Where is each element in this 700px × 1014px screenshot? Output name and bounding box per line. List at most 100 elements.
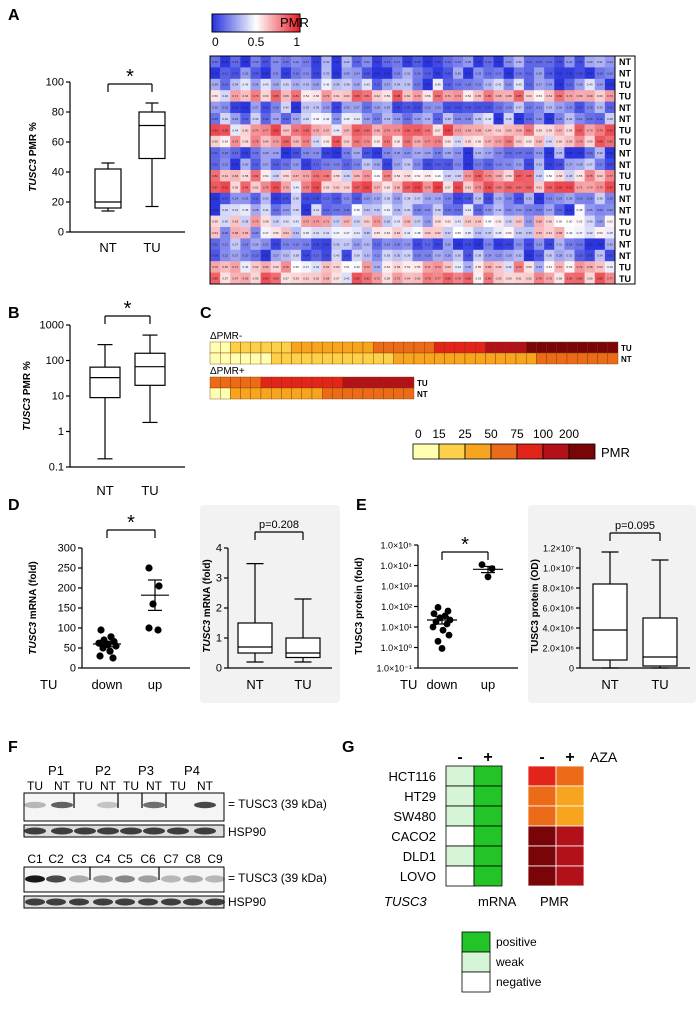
heatmap-row-label: TU xyxy=(619,91,631,101)
heatmap-cell-value: 0.34 xyxy=(232,83,238,87)
heatmap-cell xyxy=(361,124,373,137)
heatmap-cell xyxy=(412,227,423,239)
cell-line-name: HT29 xyxy=(404,789,436,804)
heatmap-cell-value: 0.85 xyxy=(445,277,451,281)
heatmap-cell xyxy=(483,204,494,216)
heatmap-cell xyxy=(554,90,565,102)
heatmap-cell-value: 0.55 xyxy=(475,265,481,269)
heatmap-cell-value: 0.11 xyxy=(243,117,249,121)
heatmap-cell xyxy=(574,147,585,159)
heatmap-cell xyxy=(270,90,282,102)
heatmap-cell-value: 0.26 xyxy=(394,197,400,201)
heatmap-cell-value: 0.67 xyxy=(486,140,492,144)
heatmap-row-label: NT xyxy=(619,57,631,67)
heatmap-cell xyxy=(361,204,373,216)
heatmap-cell xyxy=(220,192,231,205)
heatmap-cell-value: 0.38 xyxy=(243,220,249,224)
heatmap-cell-value: 0.59 xyxy=(253,277,259,281)
heatmap-cell-value: 0.25 xyxy=(597,220,603,224)
heatmap-cell xyxy=(523,204,535,216)
heatmap-cell xyxy=(422,78,434,91)
heatmap-cell xyxy=(402,158,413,171)
heatmap-cell-value: 0.11 xyxy=(222,71,228,75)
heatmap-cell xyxy=(382,249,393,262)
heatmap-cell-value: 0.18 xyxy=(415,254,421,258)
y-tick-label: 20 xyxy=(52,197,64,209)
heatmap-cell-value: 0.33 xyxy=(536,163,542,167)
heatmap-cell xyxy=(301,101,312,114)
colorbar-segment xyxy=(218,14,221,32)
heatmap-cell xyxy=(250,192,261,205)
heatmap-cell-value: 0.27 xyxy=(536,83,542,87)
cell-line-label: C3 xyxy=(71,852,87,866)
heatmap-cell-value: 0.19 xyxy=(445,197,451,201)
legend-title: PMR xyxy=(601,445,630,460)
heatmap-cell-value: 0.23 xyxy=(455,151,461,155)
colorbar-segment xyxy=(276,14,279,32)
heatmap-cell xyxy=(301,215,312,228)
protein-band xyxy=(167,827,189,835)
heatmap-cell xyxy=(544,192,555,205)
heatmap-cell xyxy=(301,181,312,194)
band-label-tusc3: = TUSC3 (39 kDa) xyxy=(228,797,327,811)
y-axis-title: TUSC3 mRNA (fold) xyxy=(28,561,39,655)
heatmap-cell xyxy=(442,215,454,228)
heatmap-cell xyxy=(230,249,241,262)
heatmap-cell-value: 0.60 xyxy=(243,128,249,132)
strip-cell xyxy=(240,387,252,400)
heatmap-cell-value: 0.47 xyxy=(303,265,309,269)
heatmap-cell xyxy=(523,192,535,205)
heatmap-cell xyxy=(402,124,413,137)
heatmap-cell xyxy=(240,261,251,273)
strip-cell xyxy=(271,387,282,400)
colorbar-segment xyxy=(254,14,257,32)
heatmap-cell-value: 0.42 xyxy=(506,265,512,269)
heatmap-cell xyxy=(564,249,575,262)
heatmap-cell-value: 0.43 xyxy=(587,83,593,87)
heatmap-cell xyxy=(564,124,575,137)
heatmap-cell-value: 0.00 xyxy=(455,242,461,246)
strip-cell xyxy=(413,341,425,354)
heatmap-cell-value: 0.19 xyxy=(486,242,492,246)
cell-line-label: C8 xyxy=(185,852,201,866)
heatmap-cell xyxy=(270,67,282,80)
y-axis-title-gene: TUSC3 xyxy=(28,159,39,192)
heatmap-cell-value: 0.74 xyxy=(435,265,441,269)
heatmap-cell xyxy=(280,135,292,148)
heatmap-cell xyxy=(392,147,403,159)
heatmap-cell xyxy=(473,78,484,91)
heatmap-cell xyxy=(442,272,454,285)
heatmap-cell xyxy=(534,124,545,137)
heatmap-cell-value: 0.26 xyxy=(536,71,542,75)
heatmap-cell-value: 0.57 xyxy=(222,277,228,281)
heatmap-cell-value: 0.87 xyxy=(212,185,218,189)
heatmap-cell-value: 0.56 xyxy=(374,231,380,235)
heatmap-cell xyxy=(402,215,413,228)
strip-row-label: TU xyxy=(621,344,632,353)
heatmap-cell-value: 0.49 xyxy=(374,174,380,178)
heatmap-cell-value: 0.33 xyxy=(283,254,289,258)
heatmap-cell xyxy=(270,56,282,68)
heatmap-cell xyxy=(331,204,342,216)
heatmap-cell xyxy=(321,261,332,273)
heatmap-cell xyxy=(544,67,555,80)
heatmap-cell xyxy=(534,181,545,194)
heatmap-cell xyxy=(361,170,373,182)
heatmap-cell xyxy=(341,192,353,205)
heatmap-cell xyxy=(321,124,332,137)
heatmap-cell-value: 0.38 xyxy=(445,174,451,178)
heatmap-cell xyxy=(422,238,434,251)
heatmap-cell-value: 0.21 xyxy=(273,71,279,75)
heatmap-cell xyxy=(412,192,423,205)
heatmap-cell-value: 0.31 xyxy=(475,151,481,155)
heatmap-cell xyxy=(544,181,555,194)
heatmap-cell-value: 0.67 xyxy=(344,128,350,132)
heatmap-cell xyxy=(210,215,221,228)
heatmap-cell-value: 0.31 xyxy=(405,71,411,75)
heatmap-cell xyxy=(554,67,565,80)
heatmap-cell xyxy=(453,261,464,273)
colorbar-segment xyxy=(296,14,299,32)
heatmap-cell-value: 0.57 xyxy=(283,277,289,281)
heatmap-cell-value: 0.69 xyxy=(465,128,471,132)
heatmap-cell xyxy=(463,56,474,68)
